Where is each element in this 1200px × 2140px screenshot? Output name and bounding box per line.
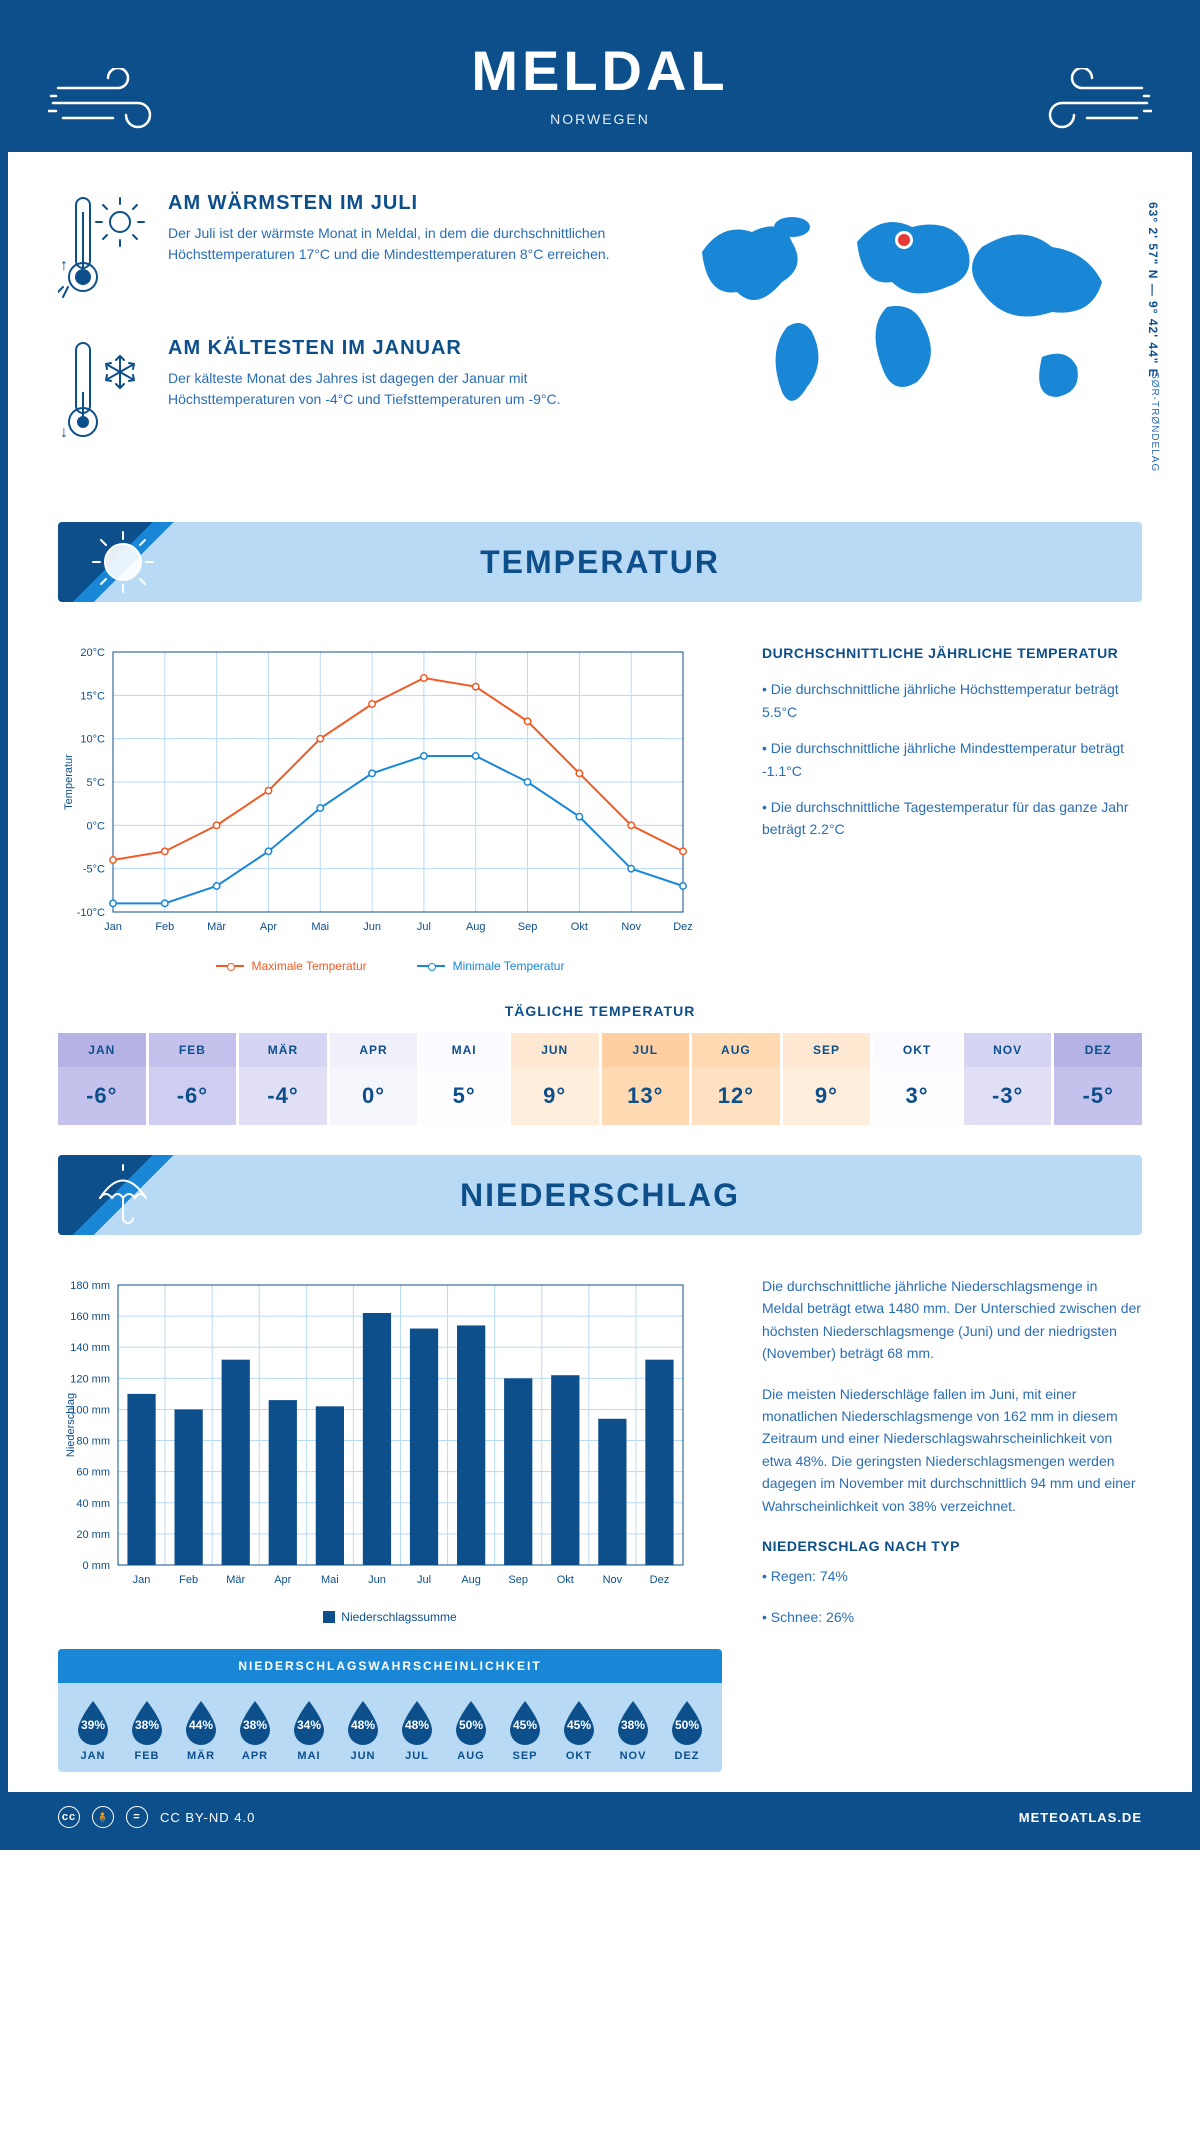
svg-text:Dez: Dez	[650, 1574, 670, 1586]
svg-text:Apr: Apr	[274, 1574, 291, 1586]
section-title-precip: NIEDERSCHLAG	[460, 1177, 740, 1214]
warmest-title: AM WÄRMSTEN IM JULI	[168, 192, 622, 215]
wind-icon-left	[48, 68, 188, 143]
warmest-text: Der Juli ist der wärmste Monat in Meldal…	[168, 223, 622, 265]
coordinates: 63° 2' 57" N — 9° 42' 44" E	[1146, 202, 1160, 378]
page-footer: cc 🧍 = CC BY-ND 4.0 METEOATLAS.DE	[8, 1792, 1192, 1842]
svg-text:Sep: Sep	[508, 1574, 528, 1586]
svg-text:Apr: Apr	[260, 921, 277, 933]
svg-text:20 mm: 20 mm	[76, 1529, 110, 1541]
coldest-summary: ↓ AM KÄLTESTEN IM JANUAR Der kälteste Mo…	[58, 337, 622, 452]
svg-text:20°C: 20°C	[80, 647, 105, 659]
temperature-summary-text: DURCHSCHNITTLICHE JÄHRLICHE TEMPERATUR •…	[762, 642, 1142, 973]
license-label: CC BY-ND 4.0	[160, 1810, 255, 1825]
wind-icon-right	[1012, 68, 1152, 143]
svg-text:Sep: Sep	[518, 921, 538, 933]
svg-text:Jan: Jan	[104, 921, 122, 933]
svg-text:80 mm: 80 mm	[76, 1436, 110, 1448]
daily-temp-title: TÄGLICHE TEMPERATUR	[58, 1003, 1142, 1019]
precip-probability-box: NIEDERSCHLAGSWAHRSCHEINLICHKEIT 39%JAN38…	[58, 1649, 722, 1772]
coldest-title: AM KÄLTESTEN IM JANUAR	[168, 337, 622, 360]
world-map: 63° 2' 57" N — 9° 42' 44" E SØR-TRØNDELA…	[662, 192, 1142, 482]
svg-text:Dez: Dez	[673, 921, 693, 933]
temp-chart-legend: Maximale Temperatur Minimale Temperatur	[58, 959, 722, 973]
svg-text:Niederschlag: Niederschlag	[65, 1393, 77, 1457]
section-bar-temperature: TEMPERATUR	[58, 522, 1142, 602]
region-label: SØR-TRØNDELAG	[1149, 372, 1160, 472]
site-label: METEOATLAS.DE	[1019, 1810, 1142, 1825]
svg-text:↓: ↓	[60, 424, 68, 441]
section-bar-precip: NIEDERSCHLAG	[58, 1155, 1142, 1235]
svg-text:40 mm: 40 mm	[76, 1498, 110, 1510]
section-title-temperature: TEMPERATUR	[480, 544, 720, 581]
svg-text:Mär: Mär	[207, 921, 226, 933]
warmest-summary: ↑ AM WÄRMSTEN IM JULI Der Juli ist der w…	[58, 192, 622, 307]
thermometer-snow-icon: ↓	[58, 337, 148, 452]
svg-text:10°C: 10°C	[80, 734, 105, 746]
temperature-line-chart: -10°C -5°C 0°C 5°C 10°C 15°C 20°C Jan Feb Mär Apr M…	[58, 642, 722, 973]
precip-summary-text: Die durchschnittliche jährliche Niedersc…	[762, 1275, 1142, 1772]
svg-text:Jul: Jul	[417, 921, 431, 933]
svg-text:180 mm: 180 mm	[70, 1280, 110, 1292]
svg-text:160 mm: 160 mm	[70, 1311, 110, 1323]
svg-text:Jul: Jul	[417, 1574, 431, 1586]
svg-text:Okt: Okt	[557, 1574, 574, 1586]
svg-text:Jun: Jun	[363, 921, 381, 933]
svg-text:Temperatur: Temperatur	[63, 754, 75, 810]
svg-text:Okt: Okt	[571, 921, 588, 933]
location-title: MELDAL	[28, 38, 1172, 103]
svg-text:Feb: Feb	[179, 1574, 198, 1586]
svg-text:60 mm: 60 mm	[76, 1467, 110, 1479]
by-icon: 🧍	[92, 1806, 114, 1828]
svg-text:Aug: Aug	[466, 921, 486, 933]
cc-icon: cc	[58, 1806, 80, 1828]
svg-text:Mai: Mai	[311, 921, 329, 933]
svg-text:Nov: Nov	[603, 1574, 623, 1586]
svg-text:-10°C: -10°C	[77, 907, 105, 919]
umbrella-icon	[58, 1155, 188, 1235]
svg-text:140 mm: 140 mm	[70, 1342, 110, 1354]
page-header: MELDAL NORWEGEN	[8, 8, 1192, 152]
thermometer-sun-icon: ↑	[58, 192, 148, 307]
svg-text:Mär: Mär	[226, 1574, 245, 1586]
daily-temp-table: JAN-6°FEB-6°MÄR-4°APR0°MAI5°JUN9°JUL13°A…	[58, 1033, 1142, 1125]
svg-text:15°C: 15°C	[80, 690, 105, 702]
svg-text:120 mm: 120 mm	[70, 1373, 110, 1385]
svg-text:0 mm: 0 mm	[83, 1560, 111, 1572]
sun-icon	[58, 522, 188, 602]
svg-text:Jun: Jun	[368, 1574, 386, 1586]
country-label: NORWEGEN	[28, 111, 1172, 127]
coldest-text: Der kälteste Monat des Jahres ist dagege…	[168, 368, 622, 410]
svg-text:5°C: 5°C	[87, 777, 106, 789]
svg-text:Jan: Jan	[133, 1574, 151, 1586]
svg-text:Nov: Nov	[621, 921, 641, 933]
svg-text:0°C: 0°C	[87, 820, 106, 832]
svg-text:-5°C: -5°C	[83, 864, 105, 876]
svg-text:↑: ↑	[60, 257, 68, 274]
svg-text:Feb: Feb	[155, 921, 174, 933]
svg-text:Mai: Mai	[321, 1574, 339, 1586]
svg-text:Aug: Aug	[461, 1574, 481, 1586]
precip-bar-chart: 0 mm20 mm40 mm60 mm80 mm100 mm120 mm140 …	[58, 1275, 722, 1624]
nd-icon: =	[126, 1806, 148, 1828]
